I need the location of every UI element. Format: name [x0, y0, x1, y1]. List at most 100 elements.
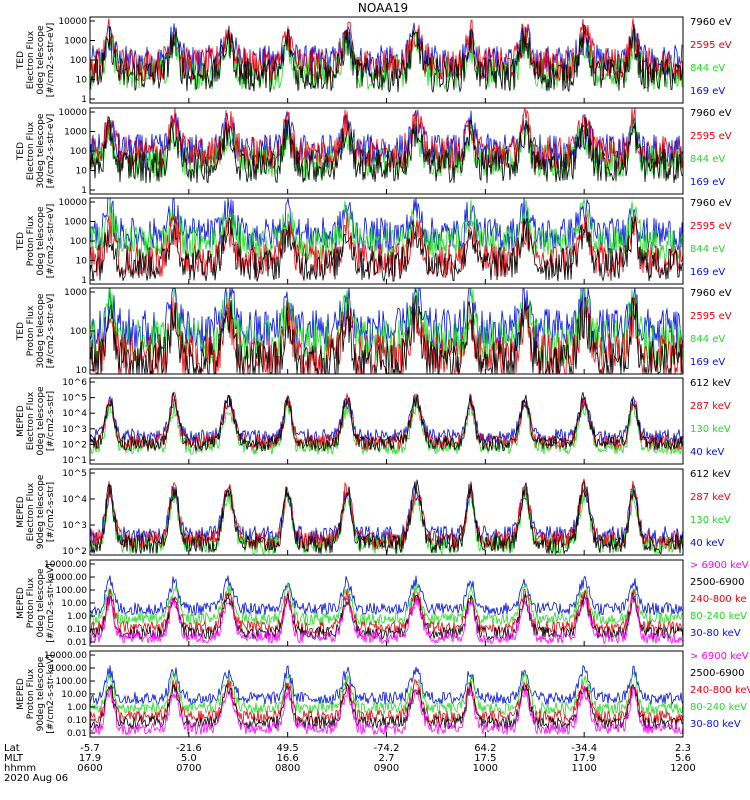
panel-meped-electron-0deg-ylabel-line-2: 0deg telescope [36, 386, 46, 456]
panel-meped-electron-0deg-ylabel-line-0: MEPED [16, 405, 26, 437]
panel-meped-electron-0deg-legend-3: 40 keV [690, 447, 724, 458]
panel-meped-proton-90deg-ytick-label-2: 100.00 [56, 677, 88, 687]
panel-ted-proton-0deg: 10000 1000 100 10 1 TEDProton Flux0deg telesc… [16, 197, 732, 286]
panel-meped-proton-0deg-ytick-label-1: 1000.00 [50, 573, 87, 583]
panel-ted-electron-30deg-legend-2: 844 eV [690, 154, 725, 165]
panel-ted-electron-30deg-ytick-label-2: 100 [70, 147, 87, 157]
panel-ted-electron-0deg-ytick-label-4: 1 [81, 95, 87, 105]
panel-ted-proton-30deg: 1000 100 10 TEDProton Flux30deg telescope[#… [16, 287, 732, 376]
panel-meped-proton-0deg-ytick-label-6: 0.01 [67, 638, 87, 648]
panel-ted-electron-0deg: 10000 1000 100 10 1 TEDElectron Flux0deg tele… [16, 16, 732, 105]
panel-ted-electron-0deg-legend-2: 844 eV [690, 63, 725, 74]
panel-ted-proton-0deg-legend-2: 844 eV [690, 244, 725, 255]
panel-ted-proton-30deg-traces [90, 288, 683, 374]
panel-ted-electron-0deg-ylabel-line-0: TED [16, 51, 26, 70]
footer-value-0-4: 64.2 [474, 743, 496, 754]
panel-ted-electron-0deg-ylabel: TEDElectron Flux0deg telescope[#/cm2-s-s… [16, 23, 56, 98]
footer-value-0-0: -5.7 [80, 743, 100, 754]
panel-meped-proton-0deg-series-0-trace [90, 593, 683, 646]
panel-ted-electron-0deg-legend-1: 2595 eV [690, 40, 732, 51]
panel-meped-proton-0deg-ytick-label-3: 10.00 [61, 599, 87, 609]
panel-ted-electron-30deg-series-0-trace [90, 116, 683, 184]
panel-meped-proton-0deg-legend-2: 240-800 ke [690, 594, 747, 605]
panel-meped-electron-90deg-ytick-label-2: 10^3 [62, 521, 87, 531]
panel-meped-electron-0deg-ylabel: MEPEDElectron Flux0deg telescope[#/cm2-s… [16, 386, 56, 456]
panel-ted-proton-30deg-ylabel-line-0: TED [16, 322, 26, 341]
panel-meped-electron-90deg-ylabel-line-0: MEPED [16, 496, 26, 528]
panel-ted-proton-0deg-ytick-label-1: 1000 [64, 218, 87, 228]
panel-ted-proton-30deg-ylabel-line-3: [#/cm2-s-str-eV] [46, 294, 56, 369]
panel-ted-proton-0deg-ylabel-line-1: Proton Flux [26, 215, 36, 266]
panel-meped-electron-0deg-series-1-trace [90, 391, 683, 451]
panel-meped-proton-90deg-series-3-trace [90, 671, 683, 716]
panel-meped-electron-90deg-legend-3: 40 keV [690, 538, 724, 549]
panel-ted-electron-0deg-legend-3: 169 eV [690, 86, 725, 97]
panel-meped-electron-90deg-legend-2: 130 keV [690, 515, 731, 526]
footer-value-0-3: -74.2 [374, 743, 400, 754]
panel-meped-proton-0deg-series-1-trace [90, 592, 683, 641]
panel-ted-proton-0deg-series-2-trace [90, 199, 683, 262]
panel-ted-electron-30deg-legend-1: 2595 eV [690, 131, 732, 142]
panel-meped-electron-0deg-ytick-label-3: 10^3 [62, 425, 87, 435]
footer-label-2: hhmm [4, 763, 36, 774]
panel-ted-electron-30deg-ylabel: TEDElectron Flux30deg telescope[#/cm2-s-… [16, 113, 56, 188]
chart-title: NOAA19 [358, 1, 408, 15]
footer-label-0: Lat [4, 743, 20, 754]
panel-ted-electron-30deg-series-1-trace [90, 108, 683, 171]
panel-meped-proton-90deg-series-4-trace [90, 664, 683, 706]
panel-meped-proton-90deg-traces [90, 664, 683, 737]
footer-value-2-4: 1000 [473, 763, 498, 774]
panel-meped-electron-0deg-ytick-label-4: 10^2 [62, 440, 87, 450]
panel-meped-proton-90deg-legend-1: 2500-6900 [690, 668, 745, 679]
panel-ted-proton-30deg-series-0-trace [90, 295, 683, 374]
panel-ted-proton-0deg-ylabel-line-0: TED [16, 232, 26, 251]
panel-meped-proton-0deg-ytick-label-4: 1.00 [67, 612, 87, 622]
footer-value-1-2: 16.6 [277, 753, 299, 764]
panel-meped-proton-0deg-series-3-trace [90, 582, 683, 627]
panel-ted-electron-30deg-legend-0: 7960 eV [690, 108, 732, 119]
panel-meped-electron-0deg-series-2-trace [90, 400, 683, 456]
panel-meped-electron-0deg-series-0-trace [90, 391, 683, 453]
panel-meped-proton-90deg-ylabel-line-3: [#/cm2-s-str-keV] [46, 654, 56, 733]
panel-meped-proton-90deg: 10000.00 1000.00 100.00 10.00 1.00 0.10 0.01 ME… [16, 650, 750, 739]
panel-meped-electron-90deg-traces [90, 478, 683, 555]
panel-meped-proton-0deg-traces [90, 575, 683, 646]
panel-ted-electron-30deg-ylabel-line-0: TED [16, 142, 26, 161]
panel-ted-proton-0deg-ytick-label-4: 1 [81, 276, 87, 286]
panel-ted-proton-30deg-legend-2: 844 eV [690, 334, 725, 345]
panel-meped-proton-90deg-ylabel-line-1: Proton Flux [26, 668, 36, 719]
panel-meped-proton-0deg-ylabel-line-1: Proton Flux [26, 577, 36, 628]
footer-value-2-5: 1100 [571, 763, 596, 774]
panel-meped-electron-0deg-legend-2: 130 keV [690, 424, 731, 435]
panel-ted-proton-0deg-series-1-trace [90, 212, 683, 278]
panel-meped-electron-0deg-ytick-label-1: 10^5 [62, 394, 87, 404]
panel-meped-proton-0deg-ytick-label-2: 100.00 [56, 586, 88, 596]
panel-meped-proton-0deg-ytick-label-5: 0.10 [67, 625, 87, 635]
panel-ted-proton-30deg-ylabel: TEDProton Flux30deg telescope[#/cm2-s-st… [16, 293, 56, 368]
panel-meped-proton-0deg-legend-4: 30-80 keV [690, 628, 741, 639]
panel-ted-proton-0deg-ytick-label-2: 100 [70, 237, 87, 247]
panel-meped-electron-90deg-ylabel-line-3: [#/cm2-s-str] [46, 482, 56, 542]
panel-meped-proton-90deg-ytick-label-3: 10.00 [61, 690, 87, 700]
panel-ted-electron-30deg-ylabel-line-3: [#/cm2-s-str-eV] [46, 114, 56, 189]
footer-label-3: 2020 Aug 06 [4, 773, 68, 784]
panel-ted-proton-0deg-legend-3: 169 eV [690, 267, 725, 278]
panel-ted-electron-0deg-legend-0: 7960 eV [690, 17, 732, 28]
panel-meped-electron-90deg-series-2-trace [90, 486, 683, 555]
footer-value-1-0: 17.9 [79, 753, 101, 764]
panel-ted-proton-30deg-ylabel-line-2: 30deg telescope [36, 293, 46, 368]
footer-value-1-3: 2.7 [379, 753, 395, 764]
panel-meped-proton-90deg-ytick-label-5: 0.10 [67, 716, 87, 726]
panel-meped-proton-90deg-series-0-trace [90, 685, 683, 737]
panel-meped-proton-0deg-ytick-label-0: 10000.00 [44, 560, 87, 570]
panel-meped-electron-90deg-ylabel: MEPEDElectron Flux90deg telescope[#/cm2-… [16, 474, 56, 549]
panel-ted-proton-30deg-ytick-label-1: 100 [70, 327, 87, 337]
panel-meped-proton-0deg-ylabel: MEPEDProton Flux0deg telescope[#/cm2-s-s… [16, 563, 56, 642]
panel-meped-proton-0deg: 10000.00 1000.00 100.00 10.00 1.00 0.10 0.01 ME… [16, 559, 749, 648]
panel-ted-proton-0deg-legend-1: 2595 eV [690, 221, 732, 232]
panel-ted-proton-0deg-series-0-trace [90, 216, 683, 283]
footer-label-1: MLT [4, 753, 24, 764]
